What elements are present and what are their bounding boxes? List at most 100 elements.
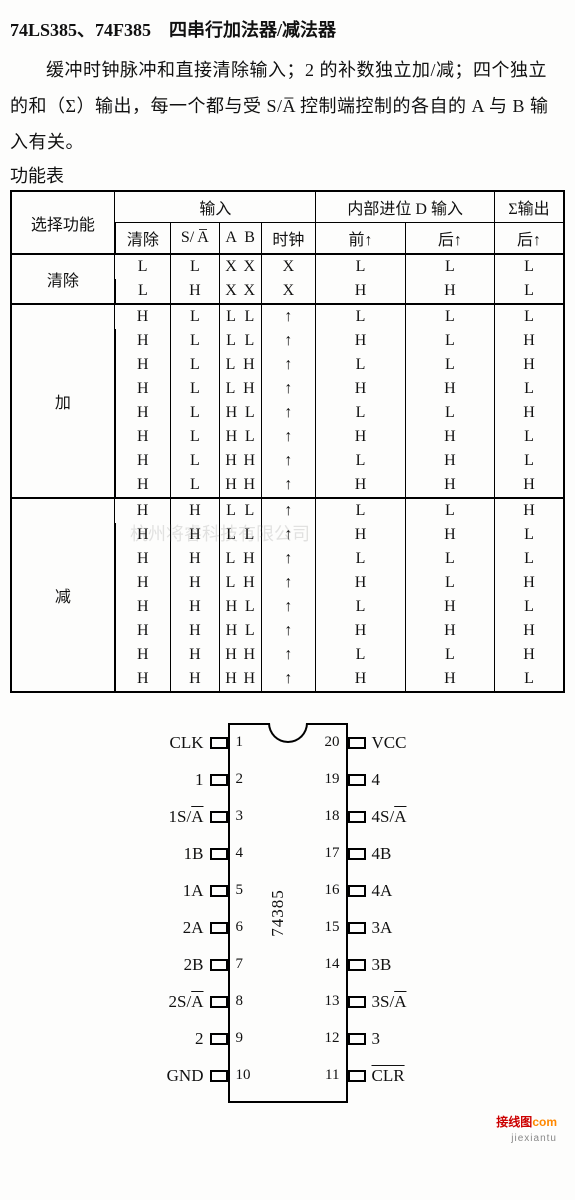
table-cell: ↑	[261, 401, 316, 425]
chip-pin-number: 17	[325, 845, 340, 862]
table-cell: LH	[219, 571, 261, 595]
table-cell: H	[495, 643, 564, 667]
page-title: 74LS385、74F385 四串行加法器/减法器	[10, 16, 565, 42]
table-cell: L	[495, 279, 564, 304]
table-cell: ↑	[261, 571, 316, 595]
chip-pin-number: 11	[325, 1067, 339, 1084]
table-cell: ↑	[261, 473, 316, 498]
table-cell: H	[115, 667, 171, 692]
chip-pin-number: 5	[236, 882, 244, 899]
table-cell: L	[316, 449, 405, 473]
table-cell: L	[316, 547, 405, 571]
chip-pin	[210, 737, 228, 749]
chip-pin-number: 20	[325, 734, 340, 751]
chip-pin-number: 10	[236, 1067, 251, 1084]
description-text: 缓冲时钟脉冲和直接清除输入；2 的补数独立加/减；四个独立的和（Σ）输出，每一个…	[10, 52, 565, 160]
chip-pin-number: 16	[325, 882, 340, 899]
chip-pin	[348, 848, 366, 860]
table-cell: L	[495, 523, 564, 547]
table-cell: X	[261, 279, 316, 304]
table-cell: HH	[219, 473, 261, 498]
table-cell: H	[115, 449, 171, 473]
table-cell: H	[405, 425, 494, 449]
table-cell: H	[405, 473, 494, 498]
chip-pin-label: 4B	[372, 844, 392, 864]
table-cell: ↑	[261, 498, 316, 523]
chip-pin-number: 8	[236, 993, 244, 1010]
table-cell: H	[115, 473, 171, 498]
chip-pin-label: CLR	[372, 1066, 405, 1086]
table-cell: L	[170, 329, 219, 353]
table-cell: L	[115, 254, 171, 279]
table-cell: LL	[219, 498, 261, 523]
hdr-sigma: Σ输出	[495, 191, 564, 223]
table-cell: L	[495, 449, 564, 473]
chip-pin	[348, 737, 366, 749]
table-cell: L	[405, 643, 494, 667]
table-cell: HL	[219, 401, 261, 425]
function-table-label: 功能表	[10, 162, 565, 188]
table-cell: H	[170, 667, 219, 692]
table-cell: H	[316, 377, 405, 401]
table-cell: H	[170, 619, 219, 643]
section-sub: 减HHLL↑LLHHHLL↑HHLHHLH↑LLLHHLH↑HLHHHHL↑LH…	[11, 498, 564, 692]
table-cell: HH	[219, 643, 261, 667]
hdr-ab: AB	[219, 223, 261, 255]
chip-pin	[348, 1033, 366, 1045]
chip-pin-number: 4	[236, 845, 244, 862]
chip-pin	[210, 774, 228, 786]
table-cell: H	[115, 643, 171, 667]
table-cell: ↑	[261, 547, 316, 571]
table-cell: L	[170, 425, 219, 449]
table-cell: L	[405, 401, 494, 425]
chip-pin	[210, 848, 228, 860]
table-cell: L	[170, 449, 219, 473]
hdr-select-func: 选择功能	[11, 191, 115, 254]
table-cell: H	[405, 279, 494, 304]
table-cell: H	[316, 425, 405, 449]
table-cell: L	[495, 304, 564, 329]
chip-pin-label: VCC	[372, 733, 407, 753]
table-cell: HH	[219, 449, 261, 473]
table-cell: XX	[219, 254, 261, 279]
table-cell: L	[170, 377, 219, 401]
chip-pin	[348, 774, 366, 786]
table-cell: H	[316, 329, 405, 353]
chip-pin	[348, 885, 366, 897]
hdr-d-carry: 内部进位 D 输入	[316, 191, 495, 223]
table-cell: H	[405, 667, 494, 692]
row-group-label: 清除	[11, 254, 115, 304]
table-cell: H	[405, 523, 494, 547]
table-cell: ↑	[261, 377, 316, 401]
chip-pin-number: 2	[236, 771, 244, 788]
table-cell: H	[115, 619, 171, 643]
chip-pin-label: 3A	[372, 918, 393, 938]
table-cell: ↑	[261, 619, 316, 643]
table-cell: H	[115, 523, 171, 547]
chip-pin-number: 19	[325, 771, 340, 788]
table-cell: LL	[219, 304, 261, 329]
table-row: 加HLLL↑LLL	[11, 304, 564, 329]
table-cell: ↑	[261, 304, 316, 329]
table-cell: H	[170, 279, 219, 304]
table-cell: L	[316, 595, 405, 619]
table-cell: L	[405, 304, 494, 329]
chip-pin	[348, 922, 366, 934]
table-cell: ↑	[261, 425, 316, 449]
function-table: 选择功能 输入 内部进位 D 输入 Σ输出 清除 S/ A̅ AB 时钟 前↑ …	[10, 190, 565, 693]
table-row: 减HHLL↑LLH	[11, 498, 564, 523]
table-cell: LL	[219, 523, 261, 547]
chip-pin-number: 7	[236, 956, 244, 973]
table-cell: HH	[219, 667, 261, 692]
table-cell: L	[495, 377, 564, 401]
chip-pin-label: 1B	[122, 844, 204, 864]
table-cell: H	[316, 619, 405, 643]
table-cell: HL	[219, 425, 261, 449]
table-cell: LL	[219, 329, 261, 353]
chip-pin-label: 3S/A	[372, 992, 407, 1012]
table-cell: L	[495, 667, 564, 692]
table-cell: XX	[219, 279, 261, 304]
table-cell: L	[170, 254, 219, 279]
chip-pin-number: 18	[325, 808, 340, 825]
table-cell: L	[495, 595, 564, 619]
